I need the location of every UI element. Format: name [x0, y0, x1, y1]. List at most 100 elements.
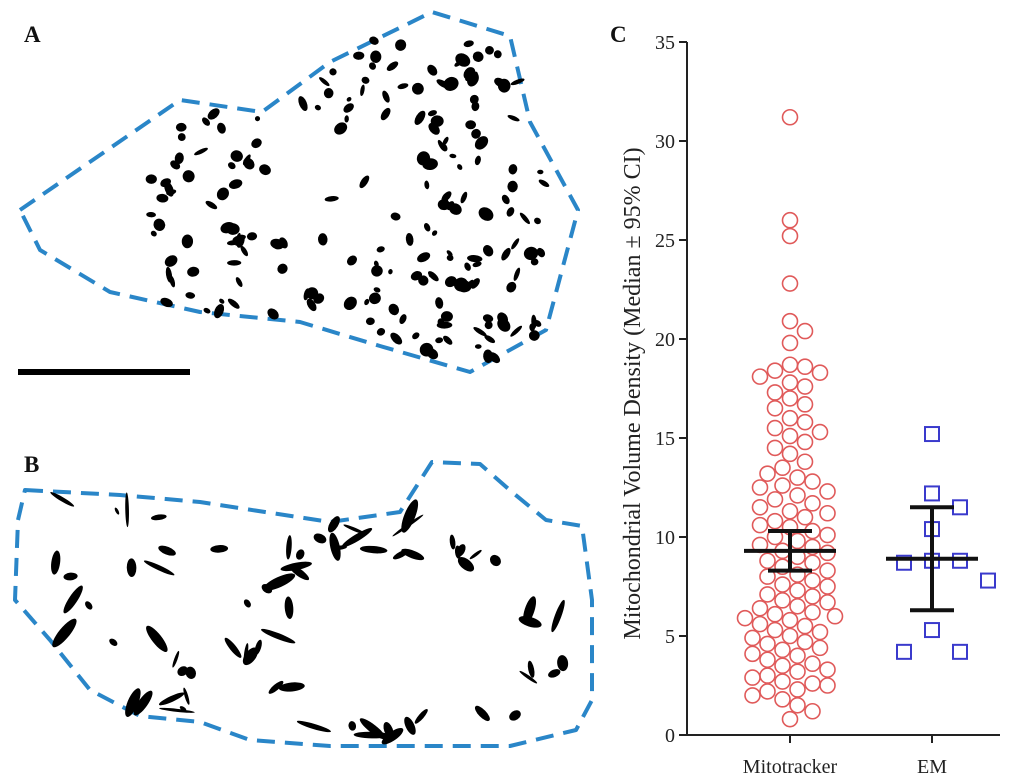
mitochondrion [405, 232, 414, 246]
mitochondrion [449, 153, 456, 158]
data-point [805, 474, 820, 489]
data-point [798, 434, 813, 449]
mitochondrion [488, 553, 503, 569]
mitochondrion [476, 204, 496, 223]
mitochondrion [229, 149, 244, 164]
mitochondrion [125, 492, 129, 527]
mitochondrion [398, 313, 408, 325]
mitochondrion [415, 250, 431, 264]
data-point [953, 500, 967, 514]
mitochondrion [390, 212, 402, 222]
mitochondrion [63, 572, 78, 581]
mitochondrion [328, 67, 337, 76]
data-point [768, 385, 783, 400]
mitochondrion [150, 230, 158, 238]
mitochondrion [367, 290, 383, 306]
panel-b: B [15, 452, 592, 747]
data-point [798, 510, 813, 525]
mitochondrion [314, 104, 322, 111]
mitochondrion [505, 206, 516, 218]
data-point [783, 446, 798, 461]
mitochondrion [510, 237, 521, 250]
mitochondrion [381, 90, 392, 104]
data-point [783, 629, 798, 644]
mitochondrion [84, 600, 94, 611]
mitochondrion [507, 708, 523, 723]
data-point [783, 411, 798, 426]
mitochondrion [473, 704, 492, 724]
data-point [783, 712, 798, 727]
data-point [768, 492, 783, 507]
data-point [981, 574, 995, 588]
mitochondrion [423, 222, 432, 233]
mitochondrion [285, 535, 292, 560]
mitochondrion [203, 307, 212, 315]
mitochondrion [397, 82, 409, 90]
data-point [783, 276, 798, 291]
data-point [768, 421, 783, 436]
mitochondrion [146, 212, 156, 218]
mitochondrion [425, 63, 439, 78]
mitochondrion [482, 313, 494, 324]
mitochondrion [373, 286, 381, 293]
mitochondrion [507, 114, 521, 123]
data-point [798, 324, 813, 339]
data-point [805, 496, 820, 511]
mitochondrion [61, 583, 86, 615]
data-point [813, 640, 828, 655]
mitochondrion [343, 523, 367, 536]
mitochondrion [181, 169, 196, 184]
mitochondrion [151, 514, 167, 522]
mitochondrion [412, 109, 427, 127]
mitochondrion [493, 49, 503, 59]
data-point [805, 573, 820, 588]
mitochondrion [227, 161, 237, 171]
data-point [820, 484, 835, 499]
mitochondrion [508, 163, 519, 175]
data-point [760, 668, 775, 683]
mitochondrion [344, 115, 349, 123]
mitochondrion [510, 77, 525, 86]
mitochondrion [538, 178, 551, 188]
mitochondrion [537, 170, 543, 175]
data-point [775, 577, 790, 592]
cell-outline [15, 462, 592, 746]
data-point [760, 466, 775, 481]
mitochondrion [358, 174, 372, 190]
mitochondrion [223, 636, 244, 660]
data-point [783, 314, 798, 329]
mitochondrion [146, 174, 157, 183]
mitochondrion [163, 253, 180, 269]
mitochondrion [182, 687, 191, 705]
cell-outline [20, 12, 578, 372]
data-point [753, 480, 768, 495]
y-tick-label: 0 [665, 725, 675, 747]
mitochondrion [467, 254, 483, 262]
mitochondrion [459, 191, 468, 204]
data-point [790, 698, 805, 713]
data-point [768, 607, 783, 622]
mitochondrion [435, 337, 444, 344]
data-point [805, 605, 820, 620]
mitochondrion [434, 297, 444, 310]
mitochondrion [346, 96, 353, 103]
mitochondrion [182, 234, 194, 248]
mitochondrion [441, 311, 453, 322]
x-tick-label: EM [917, 756, 947, 778]
mitochondrion [218, 298, 225, 305]
data-point [828, 609, 843, 624]
mitochondrion [312, 532, 328, 546]
mitochondrion [353, 51, 364, 60]
y-tick-label: 25 [655, 230, 675, 252]
data-point [753, 617, 768, 632]
data-point [745, 688, 760, 703]
mitochondrion [431, 229, 438, 237]
data-point [753, 369, 768, 384]
data-point [775, 674, 790, 689]
mitochondrion [108, 637, 119, 647]
y-tick-label: 15 [655, 428, 675, 450]
mitochondrion [424, 180, 430, 189]
data-point [790, 664, 805, 679]
mitochondrion [212, 302, 226, 319]
mitochondrion [234, 276, 244, 288]
